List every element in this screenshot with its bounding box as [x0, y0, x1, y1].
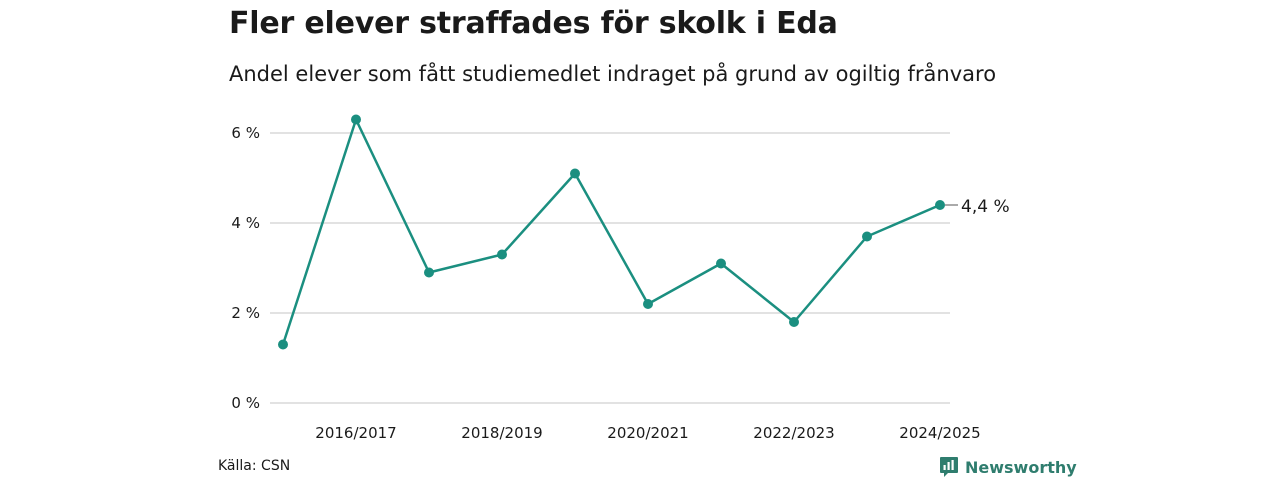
source-note: Källa: CSN: [218, 458, 291, 474]
y-tick-label: 6 %: [231, 124, 260, 142]
data-point: [497, 249, 507, 260]
x-tick-label: 2022/2023: [753, 424, 834, 442]
data-point: [789, 317, 799, 327]
data-point: [424, 267, 434, 278]
x-tick-label: 2020/2021: [607, 424, 688, 442]
brand-name: Newsworthy: [965, 457, 1077, 477]
x-tick-label: 2016/2017: [315, 424, 396, 442]
chart-title: Fler elever straffades för skolk i Eda: [229, 6, 838, 41]
x-tick-label: 2018/2019: [461, 424, 542, 442]
newsworthy-logo-icon: [940, 457, 958, 477]
data-point: [570, 168, 580, 179]
end-label-group: 4,4 %: [945, 197, 1010, 217]
series-layer: [281, 118, 941, 345]
x-axis-ticks: 2016/2017 2018/2019 2020/2021 2022/2023 2024…: [315, 424, 980, 442]
data-point: [716, 258, 726, 269]
end-value-label: 4,4 %: [961, 197, 1010, 217]
data-point: [935, 200, 945, 210]
x-tick-label: 2024/2025: [899, 424, 980, 442]
y-tick-label: 4 %: [231, 214, 260, 232]
data-point: [351, 114, 361, 125]
data-point: [862, 231, 872, 242]
y-axis-ticks: 0 % 2 % 4 % 6 %: [231, 124, 260, 412]
series-line: [281, 118, 941, 345]
chart-subtitle: Andel elever som fått studiemedlet indra…: [229, 62, 997, 86]
y-tick-label: 2 %: [231, 304, 260, 322]
brand-logo: Newsworthy: [939, 456, 1077, 478]
grid-lines: [270, 132, 950, 404]
data-point: [278, 339, 288, 350]
data-point: [643, 299, 653, 309]
y-tick-label: 0 %: [231, 394, 260, 412]
data-points: [278, 114, 945, 350]
